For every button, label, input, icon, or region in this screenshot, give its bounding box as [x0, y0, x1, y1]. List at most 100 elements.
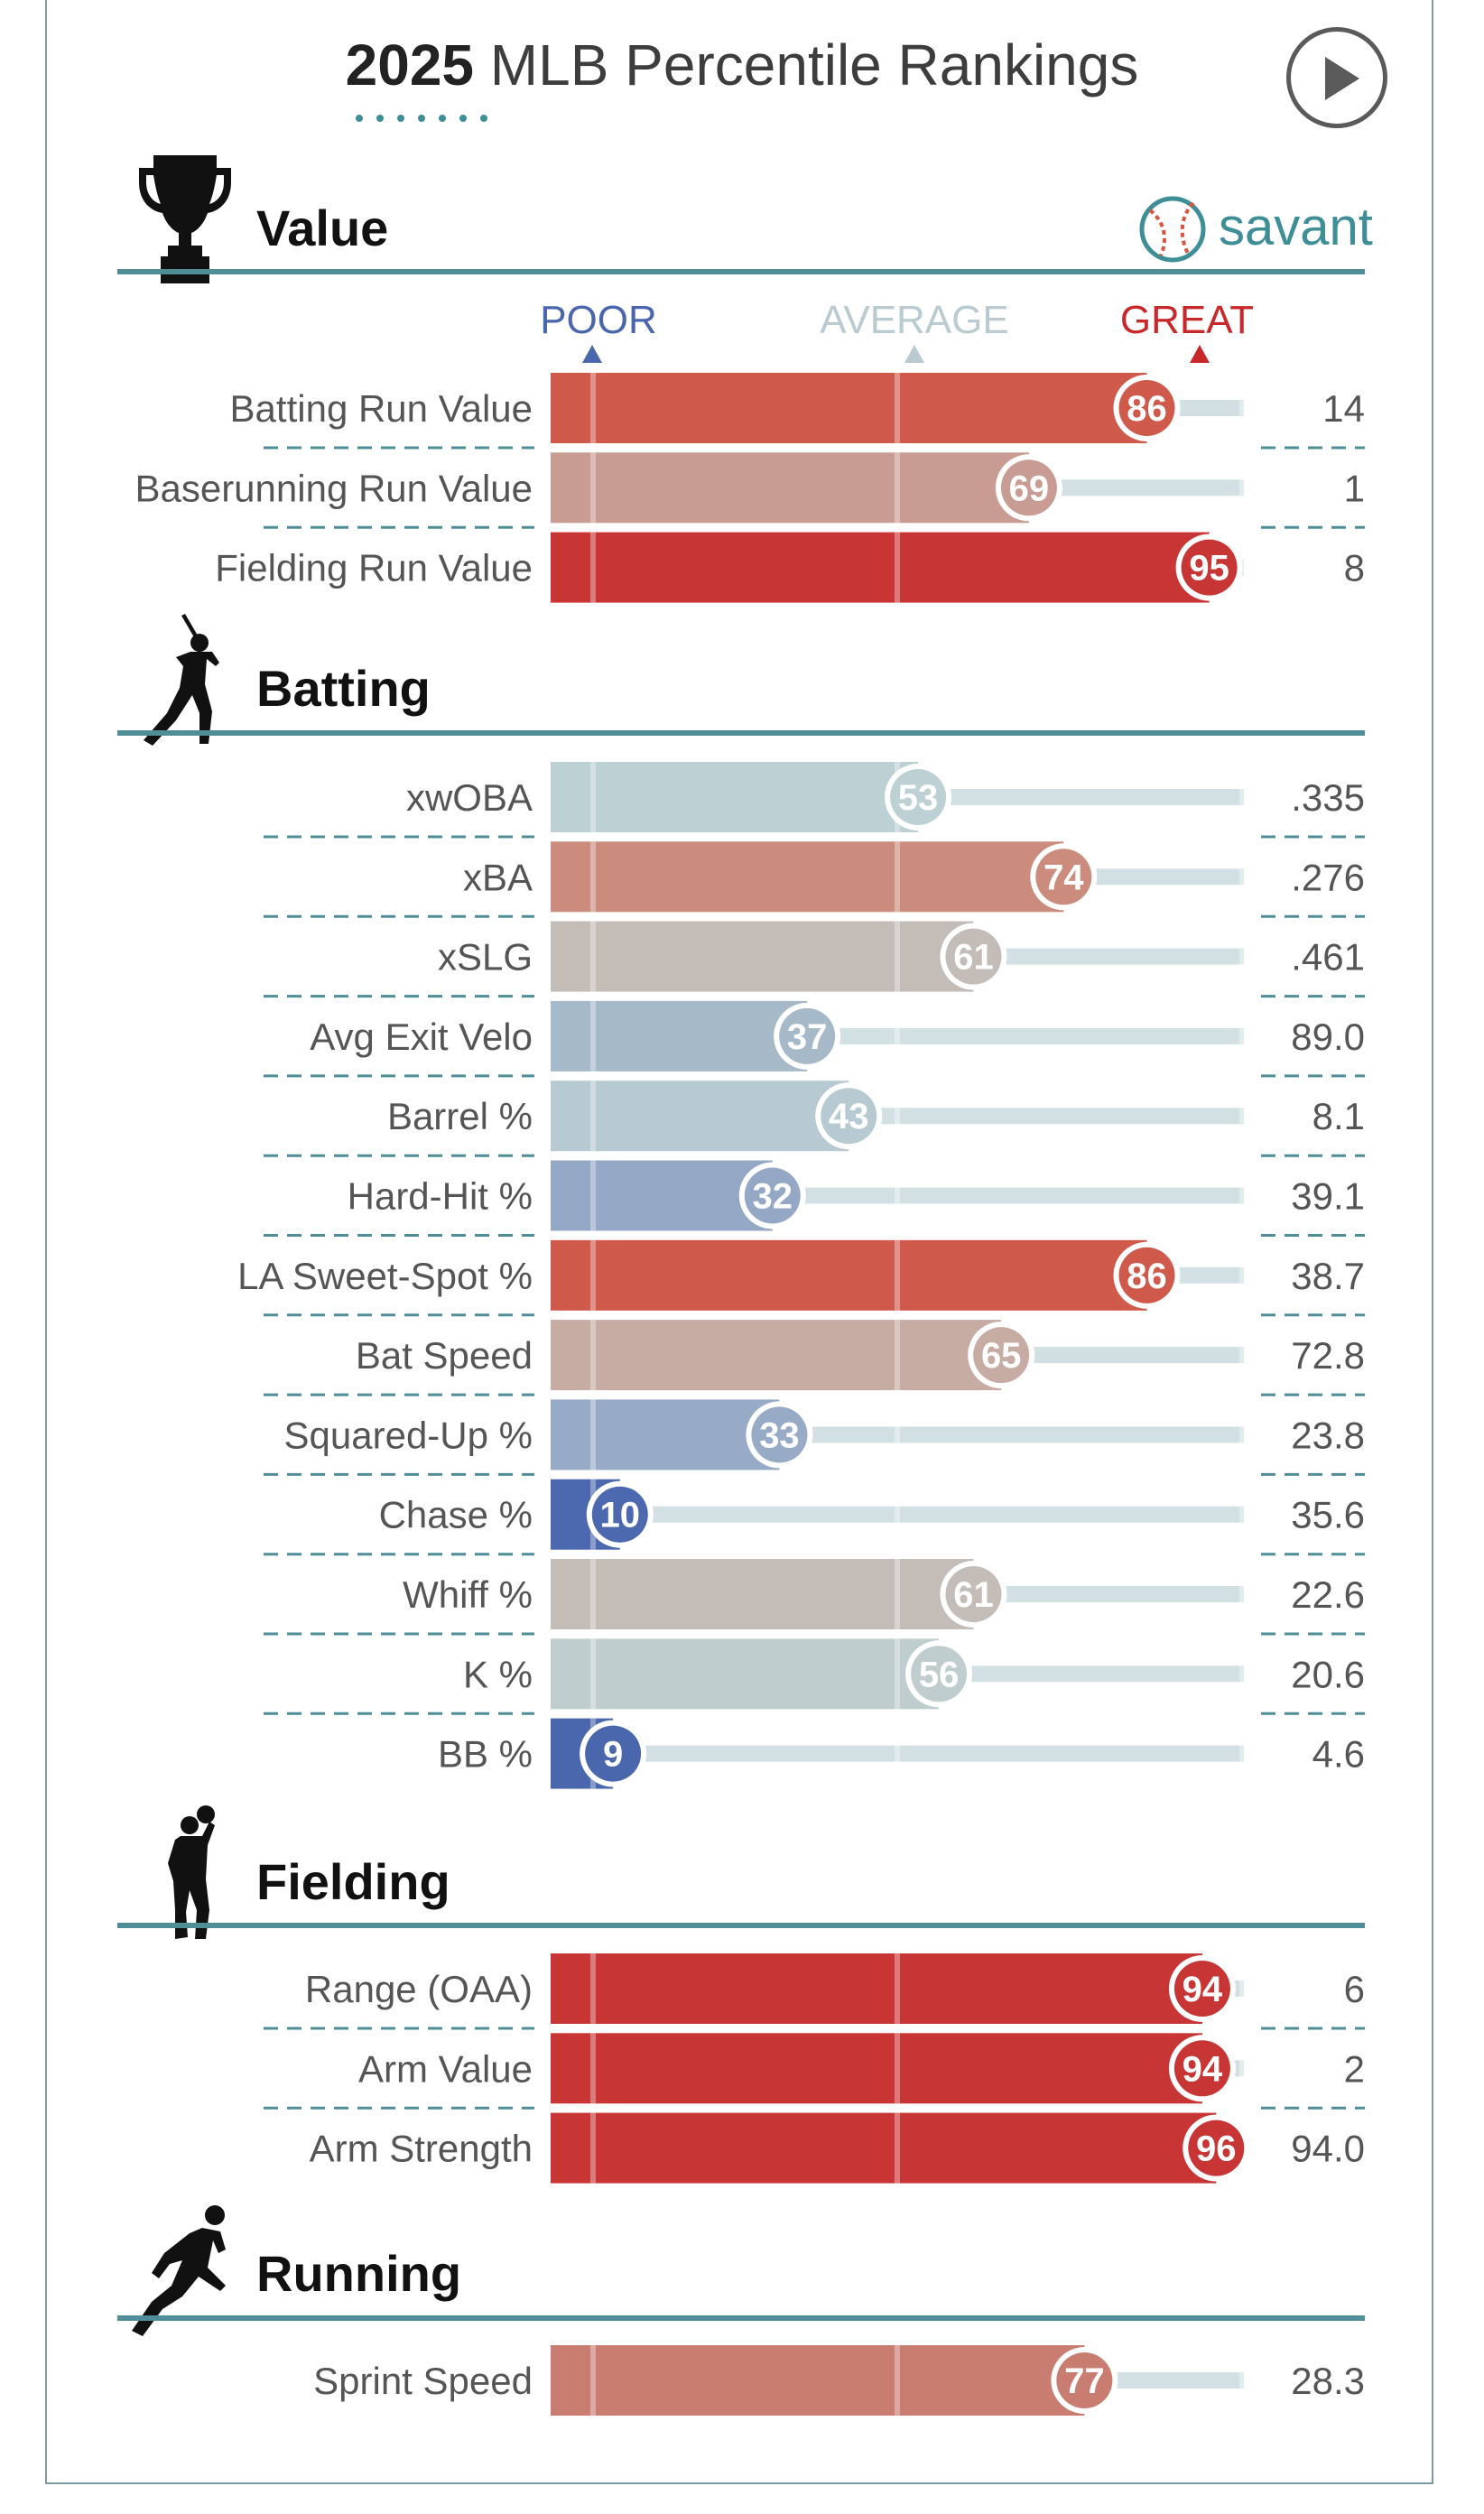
percentile-bar [551, 1559, 974, 1629]
percentile-bubble [1188, 2120, 1245, 2176]
bar-track [551, 1745, 1244, 1762]
percentile-label: 74 [1043, 858, 1084, 897]
metric-value: 22.6 [1291, 1573, 1365, 1616]
metric-value: 2 [1344, 2047, 1365, 2090]
metric-value: 35.6 [1291, 1494, 1365, 1536]
reference-line [1239, 1953, 1245, 2024]
section-title-running: Running [256, 2245, 462, 2302]
percentile-label: 94 [1183, 2049, 1223, 2089]
reference-line [895, 1160, 900, 1231]
reference-line [590, 1559, 596, 1629]
reference-line [1239, 1320, 1245, 1391]
metric-value: 72.8 [1291, 1334, 1365, 1377]
reference-line [895, 2112, 900, 2184]
percentile-label: 43 [829, 1097, 869, 1136]
scale-label-poor: POOR [540, 298, 657, 342]
metric-label: Batting Run Value [230, 387, 533, 430]
title-year: 2025 [345, 32, 475, 97]
reference-line [895, 841, 900, 913]
percentile-bubble [945, 1566, 1002, 1622]
metric-value: 39.1 [1291, 1175, 1365, 1218]
percentile-label: 95 [1189, 549, 1229, 589]
reference-line [1239, 1081, 1245, 1152]
savant-logo-text[interactable]: savant [1219, 198, 1373, 256]
bar-track [551, 1506, 1244, 1523]
reference-line [590, 532, 596, 603]
metric-value: 89.0 [1291, 1016, 1365, 1058]
reference-line [590, 1953, 596, 2024]
percentile-label: 32 [753, 1177, 793, 1217]
metric-label: xwOBA [406, 776, 533, 819]
percentile-bubble [591, 1486, 648, 1543]
percentile-bar [551, 1000, 808, 1071]
metric-label: Arm Strength [310, 2128, 533, 2170]
metric-label: Hard-Hit % [348, 1175, 533, 1218]
reference-line [1239, 2345, 1245, 2416]
metric-label: Arm Value [358, 2047, 533, 2090]
reference-line [1239, 921, 1245, 992]
reference-line [1239, 1559, 1245, 1629]
percentile-bubble [1118, 1247, 1175, 1303]
metric-label: Squared-Up % [284, 1414, 533, 1456]
metric-value: 1 [1344, 467, 1365, 509]
reference-line [895, 2033, 900, 2104]
metric-label: xSLG [438, 936, 533, 979]
percentile-bubble [585, 1725, 642, 1782]
section-rule [117, 269, 1365, 274]
percentile-label: 61 [953, 1575, 994, 1615]
percentile-bar [551, 921, 974, 992]
percentile-label: 96 [1196, 2129, 1237, 2169]
play-button[interactable] [1286, 27, 1387, 128]
metric-label: Sprint Speed [313, 2360, 533, 2402]
percentile-bubble [1000, 459, 1057, 516]
fielder-icon [168, 1805, 215, 1939]
scale-arrow-great [1190, 345, 1210, 363]
percentile-bubble [1181, 539, 1238, 596]
percentile-bubble [1035, 849, 1092, 905]
percentile-label: 10 [600, 1496, 641, 1535]
reference-line [895, 1399, 900, 1470]
metric-label: Range (OAA) [305, 1968, 533, 2010]
metric-label: BB % [438, 1733, 533, 1776]
play-icon [1325, 57, 1359, 100]
percentile-label: 86 [1127, 1257, 1167, 1296]
percentile-bubble [945, 928, 1002, 985]
percentile-bar [551, 1320, 1002, 1391]
reference-line [895, 1320, 900, 1391]
reference-line [895, 1081, 900, 1152]
metric-value: .276 [1291, 856, 1365, 898]
reference-line [590, 373, 596, 443]
metric-value: 23.8 [1291, 1414, 1365, 1456]
metric-label: Chase % [379, 1494, 533, 1536]
reference-line [895, 373, 900, 443]
reference-line [590, 452, 596, 524]
reference-line [1239, 1399, 1245, 1470]
section-title-fielding: Fielding [256, 1853, 450, 1910]
reference-line [1239, 1239, 1245, 1311]
percentile-bar [551, 452, 1029, 524]
scale-label-great: GREAT [1119, 298, 1255, 342]
reference-line [590, 1399, 596, 1470]
reference-line [590, 921, 596, 992]
reference-line [590, 1239, 596, 1311]
percentile-label: 86 [1127, 389, 1167, 429]
percentile-label: 37 [787, 1017, 828, 1057]
reference-line [1239, 1718, 1245, 1789]
metric-label: xBA [463, 856, 533, 898]
percentile-bar [551, 2345, 1085, 2416]
metric-value: .461 [1291, 936, 1365, 979]
percentile-bar [551, 2033, 1202, 2104]
metric-label: LA Sweet-Spot % [237, 1255, 533, 1297]
reference-line [895, 1559, 900, 1629]
percentile-bar [551, 1160, 773, 1231]
reference-line [895, 921, 900, 992]
percentile-bubble [1056, 2352, 1113, 2408]
reference-line [590, 1160, 596, 1231]
metric-label: Avg Exit Velo [310, 1016, 533, 1058]
reference-line [895, 1239, 900, 1311]
metric-value: 4.6 [1312, 1733, 1365, 1776]
reference-line [590, 841, 596, 913]
metric-value: 8.1 [1312, 1095, 1365, 1137]
metric-label: Fielding Run Value [215, 547, 533, 589]
percentile-bubble [973, 1327, 1030, 1384]
